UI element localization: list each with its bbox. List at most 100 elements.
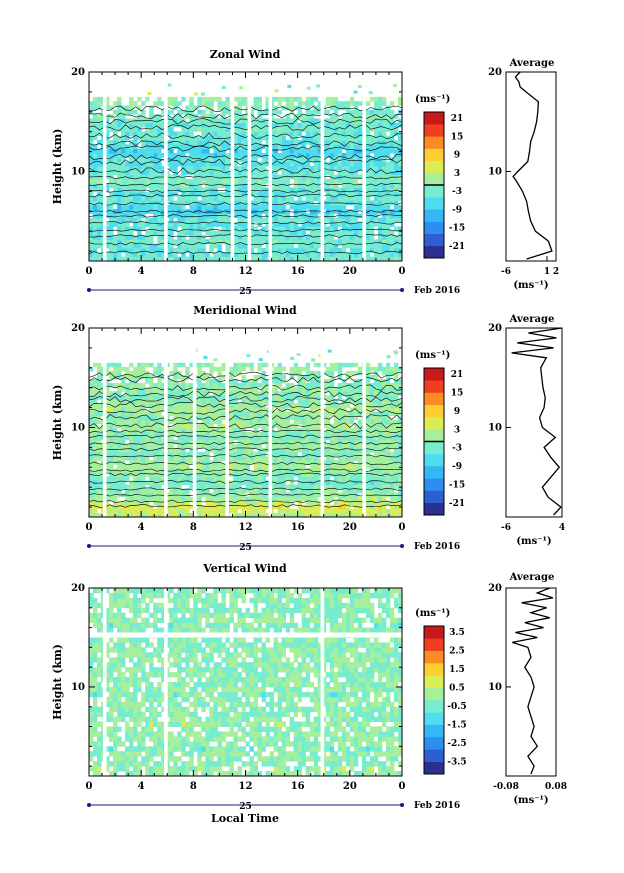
heatmap-cell: [121, 114, 126, 119]
heatmap-cell: [377, 431, 383, 437]
heatmap-cell: [137, 157, 142, 163]
heatmap-cell: [345, 109, 351, 115]
heatmap-cell: [137, 504, 142, 510]
heatmap-cell: [261, 161, 266, 167]
heatmap-cell: [317, 122, 323, 128]
heatmap-cell: [157, 500, 162, 506]
heatmap-cell: [249, 165, 254, 171]
heatmap-cell: [385, 492, 391, 498]
heatmap-cell: [289, 144, 295, 150]
heatmap-cell: [389, 135, 395, 141]
heatmap-cell: [309, 476, 315, 481]
heatmap-cell: [93, 403, 98, 408]
heatmap-cell: [117, 122, 122, 128]
heatmap-cell: [237, 226, 242, 232]
heatmap-cell: [297, 464, 303, 469]
heatmap-cell: [329, 127, 335, 132]
heatmap-cell: [225, 204, 230, 210]
heatmap-cell: [169, 157, 174, 163]
heatmap-cell: [389, 209, 395, 214]
heatmap-cell: [365, 101, 371, 106]
heatmap-cell: [341, 492, 347, 498]
heatmap-cell: [305, 153, 311, 158]
heatmap-cell: [345, 170, 351, 176]
heatmap-cell: [317, 484, 323, 489]
heatmap-cell: [281, 252, 287, 258]
heatmap-cell: [301, 248, 307, 253]
heatmap-cell: [273, 148, 278, 154]
heatmap-cell: [201, 468, 206, 473]
heatmap-cell: [261, 423, 266, 429]
heatmap-cell: [341, 508, 347, 514]
heatmap-cell: [117, 222, 122, 227]
heatmap-cell: [285, 403, 291, 408]
heatmap-cell: [197, 109, 202, 115]
heatmap-cell: [201, 187, 206, 193]
heatmap-cell: [357, 468, 363, 473]
heatmap-cell: [241, 101, 246, 106]
heatmap-cell: [209, 153, 214, 158]
heatmap-cell: [389, 423, 395, 429]
heatmap-cell: [381, 226, 387, 232]
heatmap-cell: [345, 200, 351, 206]
heatmap-cell: [273, 443, 278, 449]
heatmap-cell: [137, 200, 142, 206]
heatmap-cell: [237, 252, 242, 258]
heatmap-cell: [149, 109, 154, 115]
heatmap-cell: [169, 239, 174, 245]
heatmap-cell: [129, 178, 134, 184]
heatmap-cell: [213, 96, 218, 102]
heatmap-cell: [273, 161, 278, 167]
heatmap-cell: [293, 456, 299, 461]
heatmap-cell: [281, 248, 287, 253]
heatmap-cell: [309, 508, 315, 514]
heatmap-cell: [289, 196, 295, 201]
heatmap-cell: [181, 403, 186, 408]
heatmap-cell: [325, 456, 331, 461]
heatmap-cell: [181, 468, 186, 473]
heatmap-cell: [117, 96, 122, 102]
heatmap-cell: [189, 443, 194, 449]
heatmap-cell: [233, 148, 238, 154]
heatmap-cell: [329, 423, 335, 429]
heatmap-cell: [353, 165, 359, 171]
heatmap-cell: [217, 161, 222, 167]
heatmap-cell: [337, 500, 343, 506]
heatmap-cell: [157, 217, 162, 223]
heatmap-cell: [357, 213, 363, 219]
heatmap-cell: [297, 114, 303, 119]
heatmap-cell: [297, 101, 303, 106]
heatmap-cell: [177, 435, 182, 441]
heatmap-cell: [229, 508, 234, 514]
heatmap-cell: [369, 439, 375, 445]
heatmap-cell: [317, 105, 323, 111]
heatmap-cell: [257, 443, 262, 449]
heatmap-cell: [265, 131, 270, 137]
heatmap-cell: [369, 140, 375, 145]
heatmap-cell: [217, 209, 222, 214]
heatmap-cell: [169, 456, 174, 461]
heatmap-cell: [97, 488, 102, 494]
heatmap-cell: [205, 118, 210, 124]
heatmap-cell: [397, 252, 403, 258]
heatmap-cell: [309, 512, 315, 518]
heatmap-cell: [221, 468, 226, 473]
heatmap-cell: [373, 252, 379, 258]
heatmap-cell: [245, 500, 250, 506]
heatmap-cell: [181, 235, 186, 240]
heatmap-cell: [273, 431, 278, 437]
x-axis-ticks: 0 4 8 12 16 20 0: [86, 72, 406, 277]
heatmap-cell: [221, 415, 226, 421]
heatmap-cell: [381, 439, 387, 445]
heatmap-cell: [369, 235, 375, 240]
heatmap-cell: [173, 460, 178, 465]
heatmap-cell: [261, 407, 266, 412]
heatmap-cell: [233, 239, 238, 245]
heatmap-cell: [301, 222, 307, 227]
heatmap-cell: [137, 399, 142, 404]
heatmap-cell: [205, 492, 210, 498]
heatmap-cell: [129, 96, 134, 102]
heatmap-cell: [377, 165, 383, 171]
heatmap-cell: [157, 114, 162, 119]
y-tick-label: 20: [71, 67, 85, 78]
